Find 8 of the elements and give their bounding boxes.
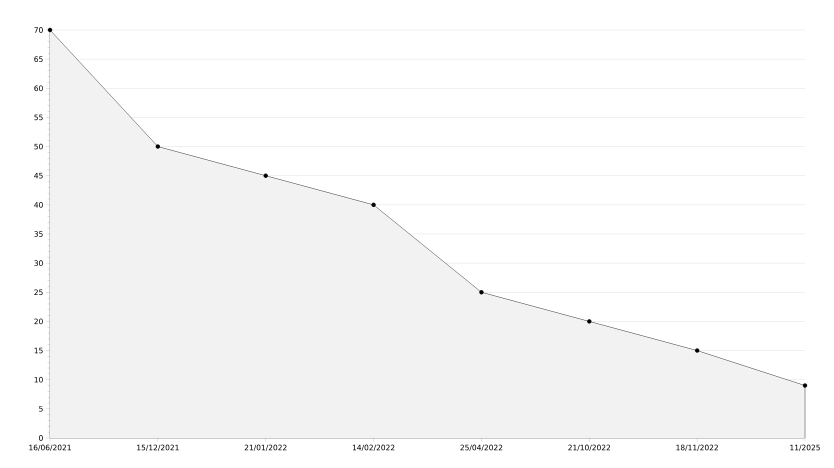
point [264, 174, 268, 178]
point [371, 202, 376, 208]
point [48, 28, 52, 32]
point [802, 383, 808, 388]
point [479, 290, 484, 294]
point [694, 348, 700, 353]
point [587, 319, 592, 324]
point [156, 144, 160, 149]
